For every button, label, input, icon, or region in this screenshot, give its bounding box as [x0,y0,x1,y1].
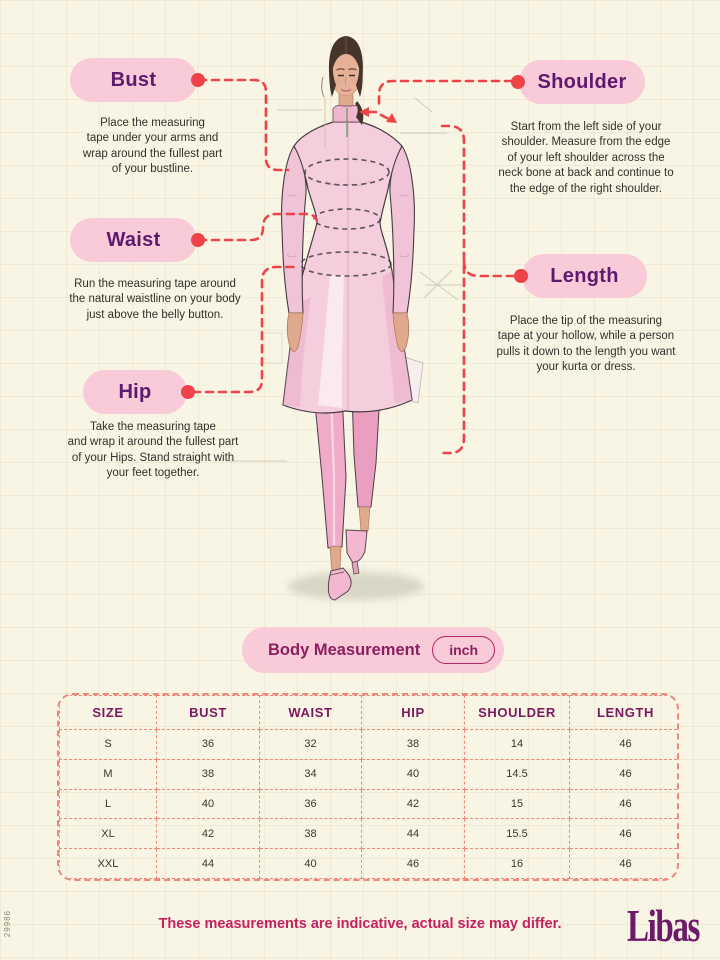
value-cell: 38 [259,818,362,850]
size-cell: L [59,788,157,820]
value-cell: 46 [569,848,677,879]
value-cell: 46 [361,848,465,879]
shoulder-label-pill: Shoulder [511,60,645,104]
hand-right [392,312,410,352]
column-header: HIP [361,695,465,730]
value-cell: 46 [569,729,677,760]
column-header: LENGTH [569,695,677,730]
value-cell: 44 [361,818,465,850]
body-measurement-bar: Body Measurement inch [242,627,504,673]
table-row: M 38 34 40 14.5 46 [59,758,677,790]
hair [329,36,363,83]
pant-leg-front [313,392,347,549]
shoe-front [327,567,352,601]
floor-shadow [288,572,424,600]
value-cell: 38 [156,758,260,790]
length-label: Length [550,264,619,287]
value-cell: 32 [259,729,362,760]
value-cell: 40 [259,848,362,879]
hip-label-pill: Hip [83,370,195,414]
disclaimer-note: These measurements are indicative, actua… [158,916,562,932]
table-row: XXL 44 40 46 16 46 [59,848,677,879]
waist-connector-dot [191,233,205,247]
bust-label: Bust [110,68,157,91]
length-description: Place the tip of the measuring tape at y… [496,315,676,374]
value-cell: 15 [464,788,570,820]
bust-description: Place the measuring tape under your arms… [82,117,223,176]
unit-toggle-inch[interactable]: inch [432,636,495,664]
hip-label: Hip [118,380,152,403]
waist-label-pill: Waist [70,218,205,262]
value-cell: 14.5 [464,758,570,790]
value-cell: 34 [259,758,362,790]
size-cell: XL [59,818,157,850]
size-cell: XXL [59,848,157,879]
shoe-back [345,529,368,564]
column-header: SIZE [59,695,157,730]
value-cell: 36 [259,788,362,820]
shoulder-description: Start from the left side of your shoulde… [498,121,674,195]
table-row: L 40 36 42 15 46 [59,788,677,820]
value-cell: 16 [464,848,570,879]
value-cell: 15.5 [464,818,570,850]
table-row: S 36 32 38 14 46 [59,729,677,760]
hip-description: Take the measuring tape and wrap it arou… [67,421,239,480]
size-chart-table-wrap: SIZE BUST WAIST HIP SHOULDER LENGTH S 36 32 38 14… [57,693,679,881]
size-chart-table: SIZE BUST WAIST HIP SHOULDER LENGTH S 36 32 38 14… [59,695,677,879]
hip-connector-dot [181,385,195,399]
value-cell: 38 [361,729,465,760]
length-label-pill: Length [514,254,647,298]
shoulder-connector-dot [511,75,525,89]
value-cell: 46 [569,818,677,850]
waist-label: Waist [106,228,161,251]
body-measurement-title: Body Measurement [268,640,421,659]
column-header: SHOULDER [464,695,570,730]
value-cell: 40 [361,758,465,790]
value-cell: 42 [361,788,465,820]
sleeve-left [281,145,307,314]
sleeve-right [389,145,415,314]
value-cell: 40 [156,788,260,820]
shoulder-label: Shoulder [537,70,627,93]
value-cell: 46 [569,758,677,790]
bust-label-pill: Bust [70,58,205,102]
length-connector-dot [514,269,528,283]
brand-logo: Libas [627,900,700,951]
value-cell: 46 [569,788,677,820]
value-cell: 14 [464,729,570,760]
bust-measure-line [304,158,390,186]
waist-description: Run the measuring tape around the natura… [69,278,241,321]
column-header: BUST [156,695,260,730]
size-cell: M [59,758,157,790]
value-cell: 36 [156,729,260,760]
value-cell: 44 [156,848,260,879]
value-cell: 42 [156,818,260,850]
table-row: XL 42 38 44 15.5 46 [59,818,677,850]
bust-connector-dot [191,73,205,87]
table-header-row: SIZE BUST WAIST HIP SHOULDER LENGTH [59,695,677,730]
side-code: 29986 [3,910,12,938]
hip-measure-line [300,251,392,277]
size-table-body: S 36 32 38 14 46 M 38 34 40 14.5 46 L 40 36 42 15 46 XL 42 3… [59,729,677,879]
size-cell: S [59,729,157,760]
column-header: WAIST [259,695,362,730]
